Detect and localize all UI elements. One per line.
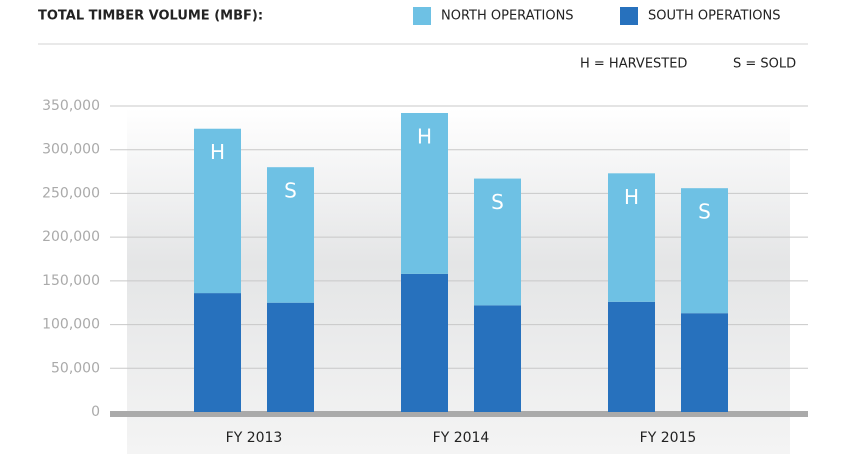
y-tick-label: 250,000 [42,185,100,201]
bar-segment [681,188,728,314]
bar-segment [194,128,241,294]
bar-segment [194,293,241,412]
bar-segment [608,173,655,302]
bar-segment [474,178,521,306]
x-tick-label: FY 2015 [640,430,697,446]
bar-segment [267,167,314,303]
bar-label: H [624,185,639,209]
key-harvested: H = HARVESTED [580,57,687,72]
y-tick-label: 0 [91,404,100,420]
y-tick-label: 50,000 [51,360,100,376]
y-tick-label: 300,000 [42,142,100,158]
y-tick-label: 150,000 [42,273,100,289]
legend-swatch [620,7,638,25]
key-sold: S = SOLD [733,57,796,72]
y-tick-label: 100,000 [42,317,100,333]
bar-segment [401,112,448,274]
legend-swatch [413,7,431,25]
x-tick-label: FY 2014 [433,430,490,446]
chart-title: TOTAL TIMBER VOLUME (MBF): [38,9,263,24]
x-tick-label: FY 2013 [226,430,283,446]
bar-segment [474,305,521,412]
bar-label: S [698,200,711,224]
bar-segment [681,313,728,412]
bar-label: S [284,179,297,203]
y-tick-label: 350,000 [42,98,100,114]
bar-label: H [210,140,225,164]
legend-label: SOUTH OPERATIONS [648,9,781,24]
legend-label: NORTH OPERATIONS [441,9,574,24]
bar-label: S [491,190,504,214]
bar-label: H [417,124,432,148]
bar-segment [401,273,448,412]
y-tick-label: 200,000 [42,229,100,245]
bar-segment [267,302,314,412]
bar-segment [608,301,655,412]
baseline [110,411,808,417]
